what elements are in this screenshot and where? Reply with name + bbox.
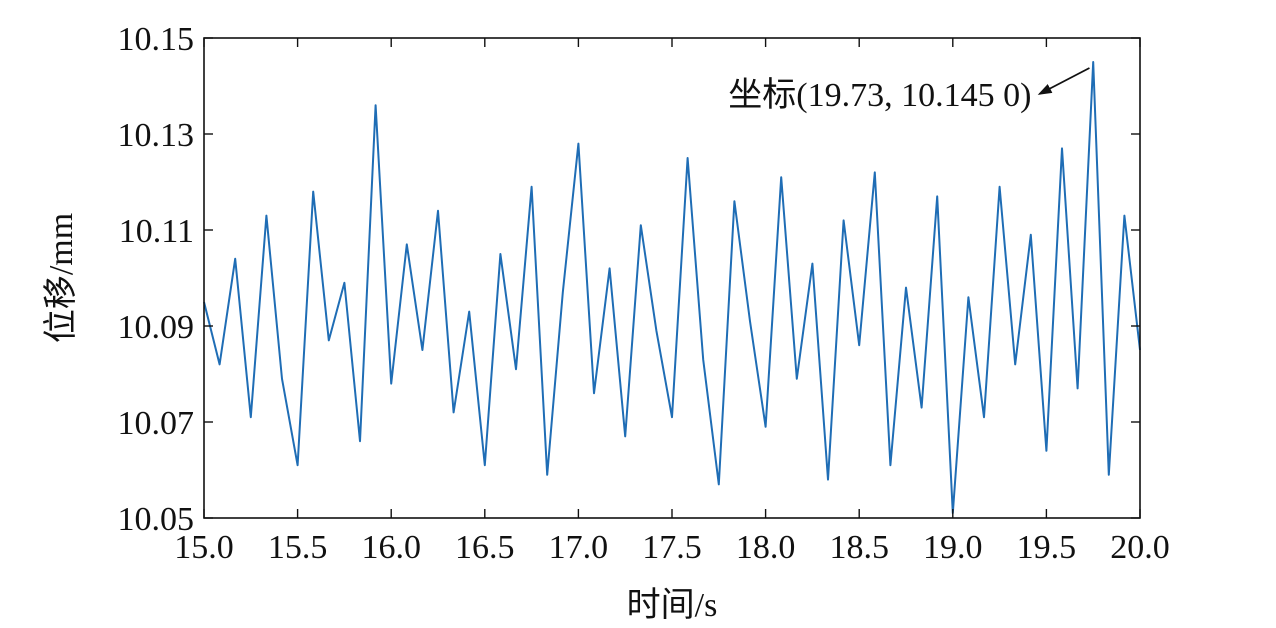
x-tick-label: 16.0 xyxy=(361,529,421,566)
x-tick-label: 16.5 xyxy=(455,529,515,566)
x-tick-label: 15.0 xyxy=(174,529,234,566)
y-tick-label: 10.09 xyxy=(118,309,195,346)
x-tick-label: 17.0 xyxy=(549,529,609,566)
x-tick-label: 15.5 xyxy=(268,529,328,566)
ticks-layer: 15.0 15.5 16.0 16.5 17.0 17.5 18.0 18.5 19.0 19.5… xyxy=(118,21,1170,566)
y-tick-label: 10.05 xyxy=(118,501,195,538)
annotation-arrow xyxy=(1037,67,1090,95)
annotation-label: 坐标(19.73, 10.145 0) xyxy=(728,76,1031,114)
x-tick-label: 17.5 xyxy=(642,529,702,566)
series-line-0 xyxy=(203,61,1141,515)
x-axis-label: 时间/s xyxy=(627,587,718,624)
y-tick-label: 10.13 xyxy=(118,117,195,154)
x-tick-label: 19.5 xyxy=(1017,529,1077,566)
x-tick-label: 18.5 xyxy=(829,529,889,566)
y-tick-label: 10.07 xyxy=(118,405,195,442)
y-axis-label: 位移/mm xyxy=(42,213,80,343)
annotation-layer: 坐标(19.73, 10.145 0) xyxy=(728,67,1090,114)
y-tick-label: 10.15 xyxy=(118,21,195,58)
y-tick-label: 10.11 xyxy=(119,213,194,250)
x-tick-label: 18.0 xyxy=(736,529,796,566)
plot-layer xyxy=(203,61,1141,515)
x-tick-label: 19.0 xyxy=(923,529,983,566)
x-tick-label: 20.0 xyxy=(1110,529,1170,566)
